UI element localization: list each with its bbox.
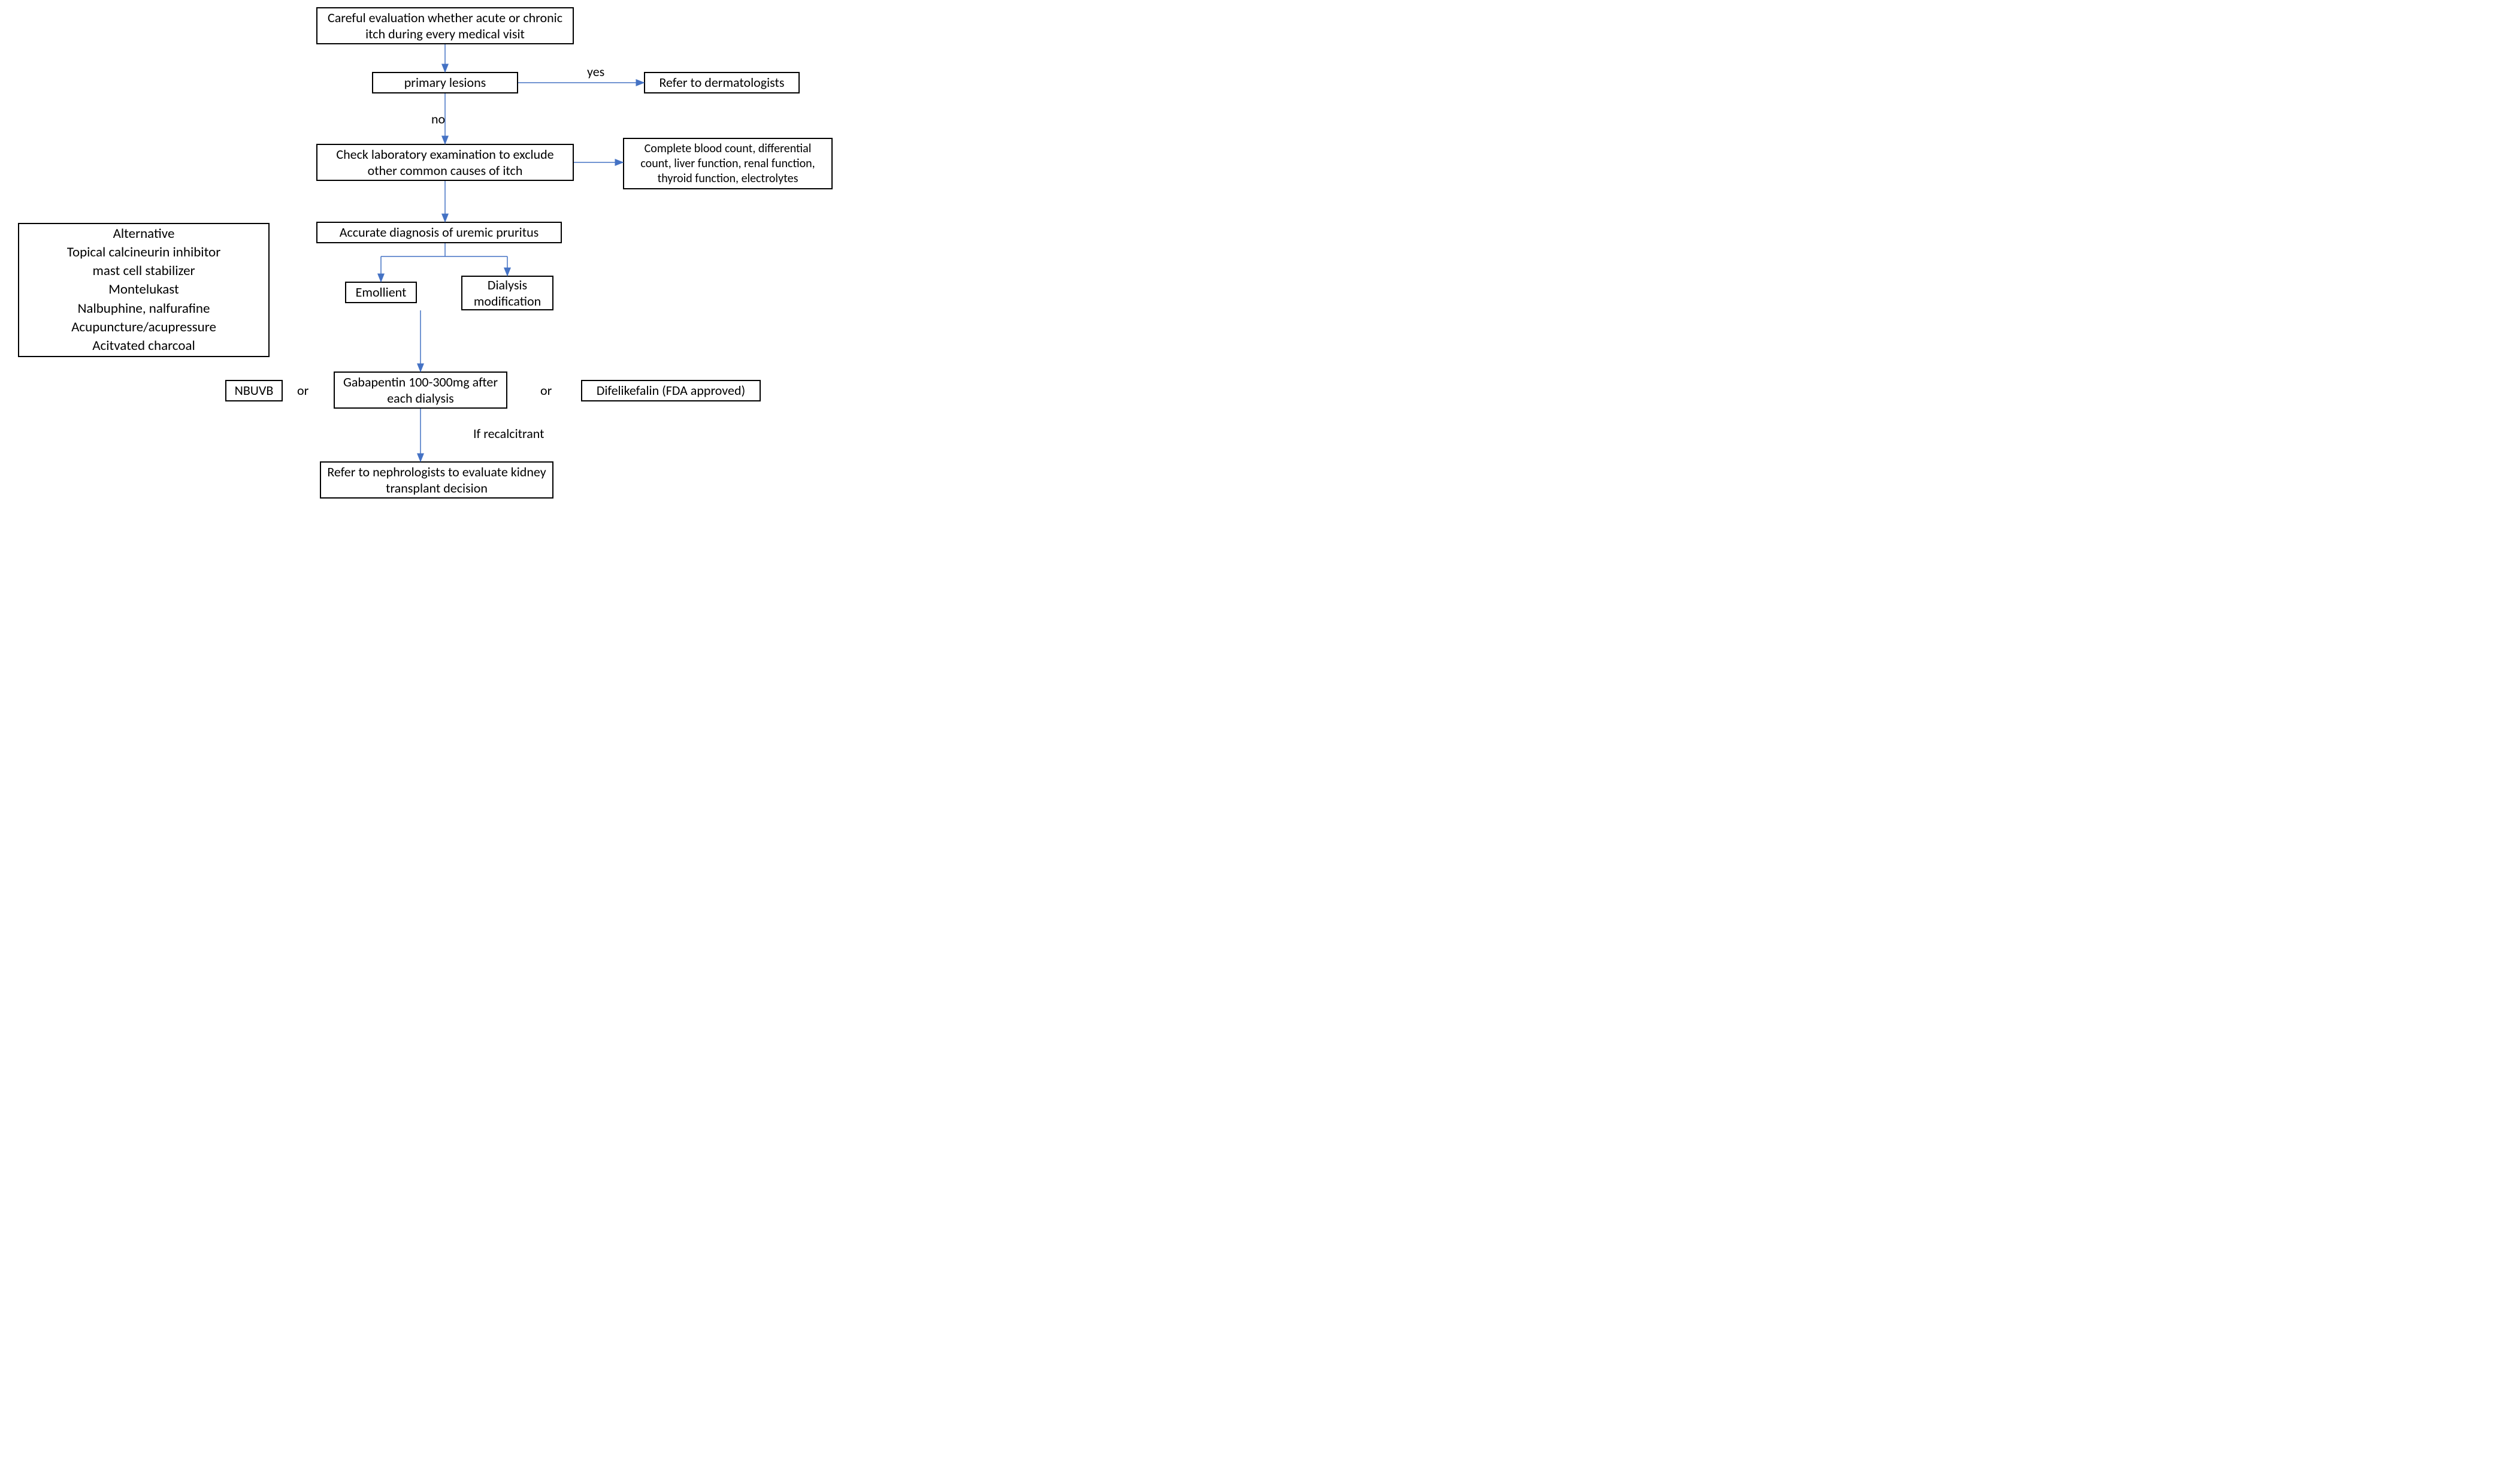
node-checklab-text: Check laboratory examination to exclude … (323, 146, 567, 179)
node-diagnosis: Accurate diagnosis of uremic pruritus (316, 222, 562, 243)
label-recal-text: If recalcitrant (473, 425, 544, 442)
label-recal: If recalcitrant (473, 425, 544, 442)
label-yes-text: yes (587, 64, 604, 80)
node-emollient: Emollient (345, 282, 417, 303)
node-alternative-text: Alternative Topical calcineurin inhibito… (67, 225, 220, 355)
label-yes: yes (587, 64, 604, 80)
node-eval-text: Careful evaluation whether acute or chro… (323, 10, 567, 43)
label-or2-text: or (540, 382, 552, 398)
flowchart-canvas: Careful evaluation whether acute or chro… (0, 0, 899, 527)
node-checklab: Check laboratory examination to exclude … (316, 144, 574, 181)
node-alternative: Alternative Topical calcineurin inhibito… (18, 223, 270, 357)
label-or2: or (540, 382, 552, 398)
node-refer-derm: Refer to dermatologists (644, 72, 800, 93)
node-labs-text: Complete blood count, differential count… (630, 141, 825, 186)
node-gabapentin-text: Gabapentin 100-300mg after each dialysis (341, 374, 500, 407)
node-refer-neph-text: Refer to nephrologists to evaluate kidne… (327, 464, 546, 497)
node-refer-derm-text: Refer to dermatologists (659, 74, 784, 91)
node-nbuvb: NBUVB (225, 380, 283, 401)
node-labs: Complete blood count, differential count… (623, 138, 833, 189)
node-difel-text: Difelikefalin (FDA approved) (597, 382, 745, 399)
node-primary: primary lesions (372, 72, 518, 93)
node-nbuvb-text: NBUVB (235, 382, 274, 399)
label-or1-text: or (297, 382, 308, 398)
node-dialysis: Dialysis modification (461, 276, 553, 310)
node-refer-neph: Refer to nephrologists to evaluate kidne… (320, 461, 553, 499)
label-no-text: no (431, 111, 445, 127)
node-eval: Careful evaluation whether acute or chro… (316, 7, 574, 44)
label-no: no (431, 111, 445, 127)
label-or1: or (297, 382, 308, 398)
node-emollient-text: Emollient (356, 284, 407, 301)
node-gabapentin: Gabapentin 100-300mg after each dialysis (334, 371, 507, 409)
node-dialysis-text: Dialysis modification (468, 277, 546, 310)
node-primary-text: primary lesions (404, 74, 486, 91)
node-difel: Difelikefalin (FDA approved) (581, 380, 761, 401)
node-diagnosis-text: Accurate diagnosis of uremic pruritus (340, 224, 539, 241)
